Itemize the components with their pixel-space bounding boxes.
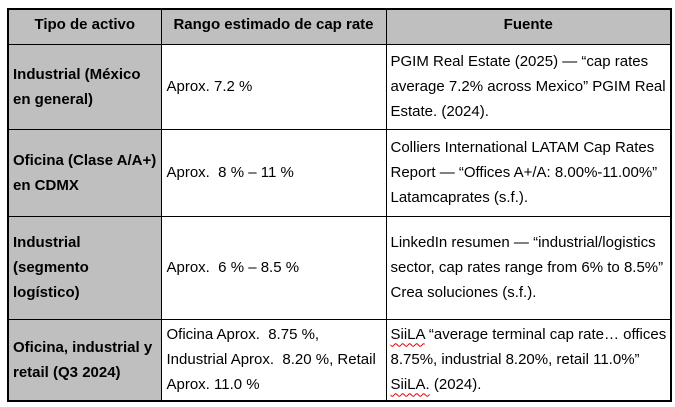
table-row-industrial-mexico: Industrial (México en general) Aprox. 7.… (7, 43, 672, 130)
text-segment: LinkedIn resumen — “industrial/logistics… (390, 234, 668, 301)
cap-rate-table: Tipo de activo Rango estimado de cap rat… (7, 8, 672, 402)
table-row-oficina-cdmx: Oficina (Clase A/A+) en CDMX Aprox. 8 % … (7, 128, 672, 217)
cell-tipo-activo: Industrial (segmento logístico) (7, 215, 162, 320)
cell-rango-cap-rate: Aprox. 6 % – 8.5 % (160, 215, 387, 320)
column-header-rango-cap-rate: Rango estimado de cap rate (160, 8, 387, 45)
cell-tipo-activo: Oficina, industrial y retail (Q3 2024) (7, 318, 162, 402)
cell-rango-cap-rate: Aprox. 8 % – 11 % (160, 128, 387, 217)
cell-rango-cap-rate: Oficina Aprox. 8.75 %, Industrial Aprox.… (160, 318, 387, 402)
misspelled-word: SiiLA. (390, 376, 430, 394)
text-segment: (2024). (429, 376, 482, 394)
header-row: Tipo de activo Rango estimado de cap rat… (7, 8, 672, 45)
text-segment: PGIM Real Estate (2025) — “cap rates ave… (390, 53, 670, 120)
cell-tipo-activo: Oficina (Clase A/A+) en CDMX (7, 128, 162, 217)
cell-rango-cap-rate: Aprox. 7.2 % (160, 43, 387, 130)
cell-fuente: Colliers International LATAM Cap Rates R… (385, 128, 672, 217)
cell-tipo-activo: Industrial (México en general) (7, 43, 162, 130)
cell-fuente: PGIM Real Estate (2025) — “cap rates ave… (385, 43, 672, 130)
column-header-tipo-de-activo: Tipo de activo (7, 8, 162, 45)
cell-fuente: SiiLA “average terminal cap rate… office… (385, 318, 672, 402)
misspelled-word: SiiLA (390, 326, 425, 344)
table-row-oficina-industrial-retail: Oficina, industrial y retail (Q3 2024) O… (7, 318, 672, 402)
table-row-industrial-logistico: Industrial (segmento logístico) Aprox. 6… (7, 215, 672, 320)
column-header-fuente: Fuente (385, 8, 672, 45)
text-segment: Colliers International LATAM Cap Rates R… (390, 139, 666, 206)
text-segment: “average terminal cap rate… offices 8.75… (390, 326, 671, 369)
cell-fuente: LinkedIn resumen — “industrial/logistics… (385, 215, 672, 320)
